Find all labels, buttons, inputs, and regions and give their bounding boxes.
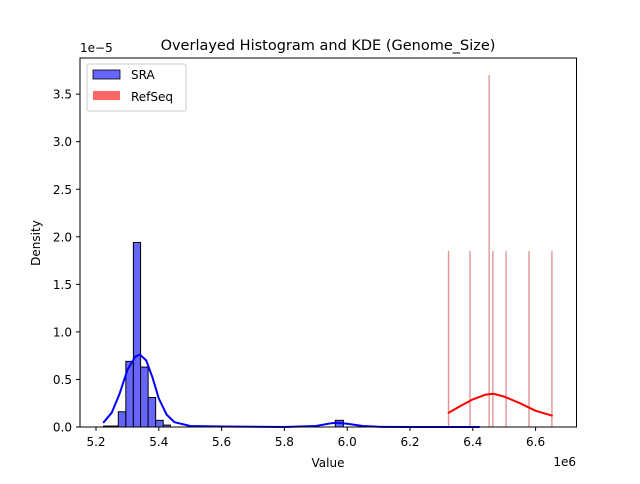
- x-tick-label: 5.8: [275, 435, 294, 449]
- legend-label-refseq: RefSeq: [131, 90, 173, 104]
- legend-swatch-sra: [92, 69, 121, 80]
- bar-refseq-3: [491, 250, 494, 428]
- x-tick-label: 6.0: [338, 435, 357, 449]
- y-tick-label: 0.0: [53, 421, 72, 435]
- kde-layer: [102, 353, 553, 428]
- x-tick-label: 5.4: [149, 435, 168, 449]
- x-axis-label: Value: [312, 456, 345, 470]
- y-tick-label: 2.0: [53, 230, 72, 244]
- bar-sra-2: [117, 411, 127, 428]
- x-tick-label: 6.6: [526, 435, 545, 449]
- x-tick-label: 5.6: [212, 435, 231, 449]
- x-tick-label: 5.2: [86, 435, 105, 449]
- bar-refseq-5: [528, 250, 530, 428]
- x-axis-ticks: 5.2 5.4 5.6 5.8 6.0 6.2 6.4 6.6: [86, 427, 545, 449]
- y-tick-label: 2.5: [53, 183, 72, 197]
- bar-refseq-6: [550, 250, 553, 428]
- bar-sra-7: [155, 419, 164, 428]
- y-axis-label: Density: [29, 220, 43, 266]
- y-tick-label: 3.0: [53, 135, 72, 149]
- bars-layer: [103, 74, 553, 428]
- legend-swatch-refseq: [93, 91, 120, 100]
- y-tick-label: 1.5: [53, 278, 72, 292]
- bar-refseq-4: [505, 250, 508, 428]
- y-tick-label: 3.5: [53, 88, 72, 102]
- bar-sra-5: [140, 366, 149, 428]
- legend-label-sra: SRA: [131, 68, 155, 82]
- y-tick-label: 0.5: [53, 373, 72, 387]
- bar-sra-4: [132, 242, 142, 428]
- kde-line-sra: [102, 353, 481, 428]
- kde-line-refseq: [447, 392, 553, 417]
- y-tick-label: 1.0: [53, 325, 72, 339]
- y-axis-ticks: 0.0 0.5 1.0 1.5 2.0 2.5 3.0 3.5: [53, 88, 80, 435]
- y-offset-label: 1e−5: [80, 41, 113, 55]
- bar-sra-6: [147, 397, 157, 428]
- x-tick-label: 6.2: [400, 435, 419, 449]
- bar-refseq-2: [488, 74, 491, 428]
- x-tick-label: 6.4: [463, 435, 482, 449]
- legend: SRA RefSeq: [86, 63, 187, 112]
- bar-refseq-0: [447, 250, 450, 428]
- x-offset-label: 1e6: [553, 455, 576, 469]
- axes-frame: [79, 57, 577, 428]
- chart-title: Overlayed Histogram and KDE (Genome_Size…: [161, 38, 496, 54]
